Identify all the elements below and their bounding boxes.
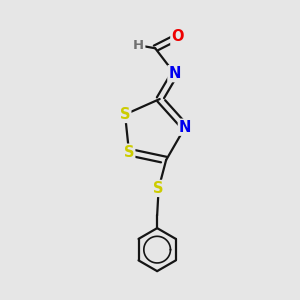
Text: O: O [171,29,184,44]
Text: N: N [179,120,191,135]
Text: S: S [124,145,134,160]
Text: S: S [153,181,164,196]
Text: N: N [168,66,181,81]
Text: H: H [133,39,144,52]
Text: S: S [120,107,130,122]
